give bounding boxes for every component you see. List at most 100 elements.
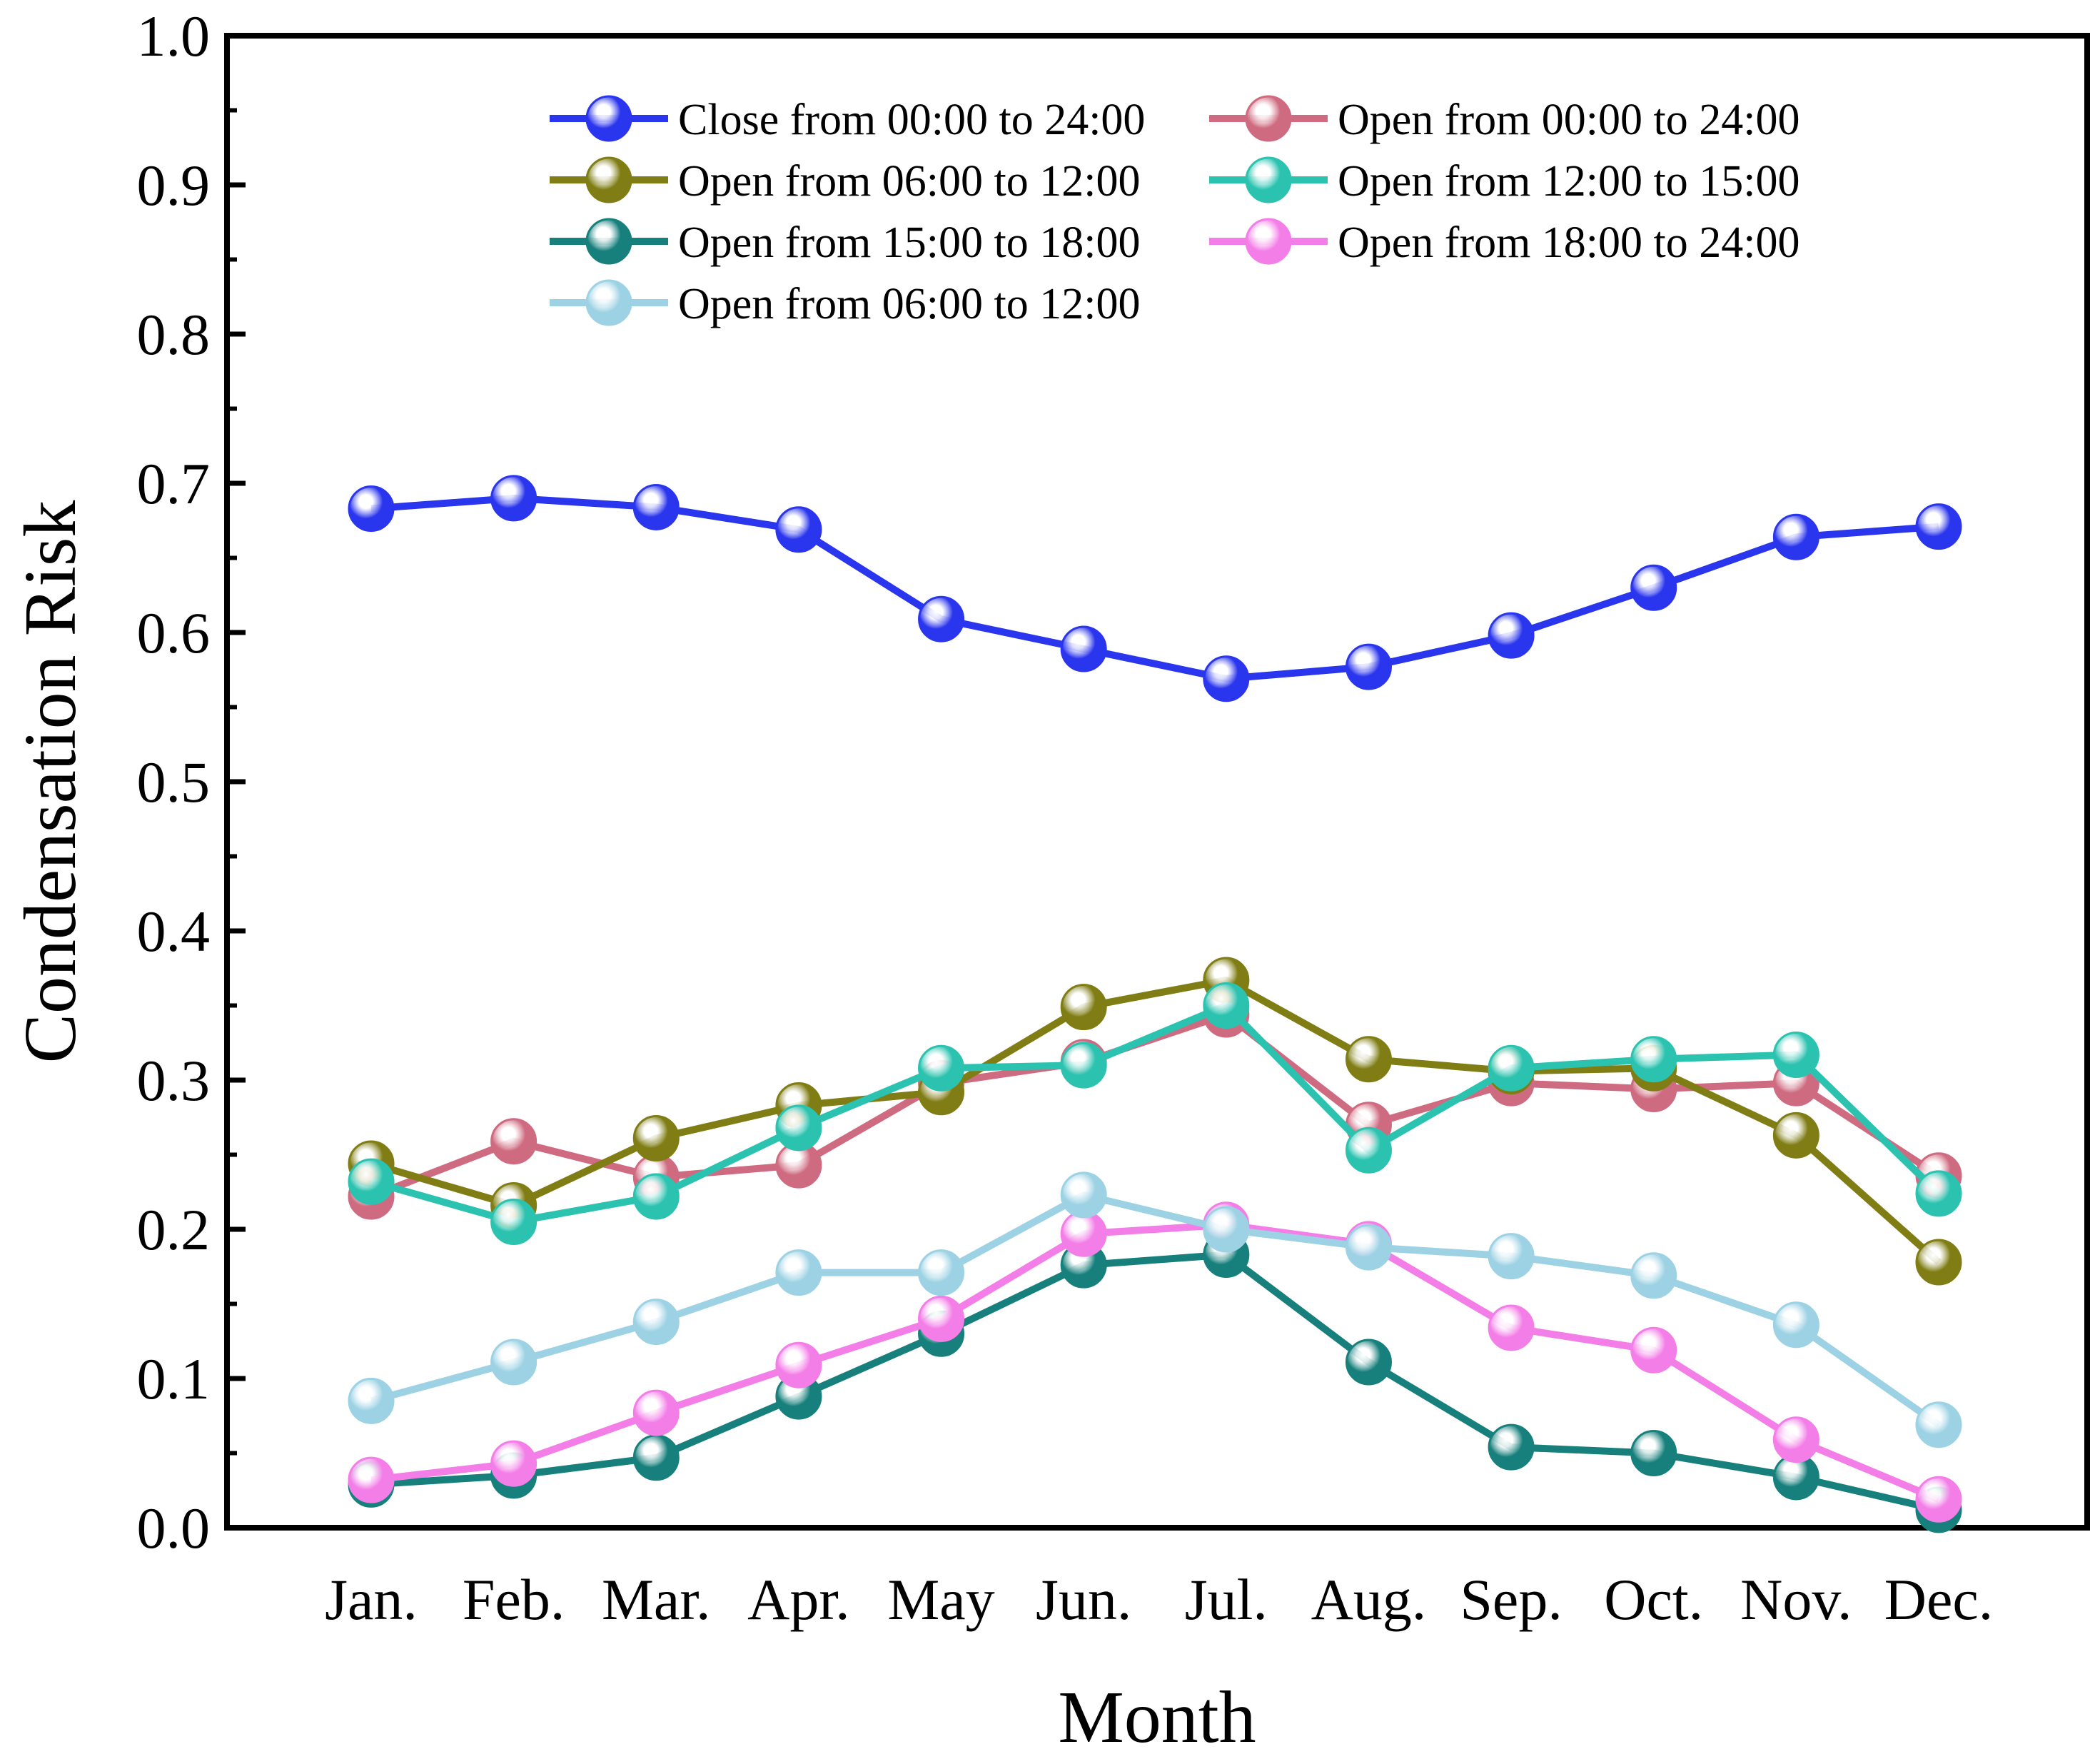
y-tick-label: 1.0: [137, 4, 211, 69]
legend-item: Open from 15:00 to 18:00: [550, 218, 1141, 267]
legend-item: Open from 12:00 to 15:00: [1209, 156, 1800, 206]
data-point: [1630, 1036, 1677, 1083]
series-line: [370, 1251, 1940, 1513]
data-point: [1772, 513, 1819, 560]
data-point: [775, 1341, 822, 1388]
data-point: [775, 506, 822, 553]
y-tick-label: 0.0: [137, 1496, 211, 1561]
y-tick-label: 0.2: [137, 1197, 211, 1262]
x-tick-label: Nov.: [1740, 1567, 1852, 1632]
series-line: [370, 1221, 1940, 1503]
data-point: [1915, 1476, 1962, 1523]
data-point: [632, 1389, 680, 1436]
data-point: [918, 595, 965, 642]
data-point: [1772, 1416, 1819, 1463]
y-tick-label: 0.4: [137, 899, 211, 964]
series-layer: [348, 475, 1962, 1533]
y-tick-label: 0.8: [137, 302, 211, 367]
data-point: [1488, 1304, 1535, 1351]
y-axis-title: Condensation Risk: [9, 500, 91, 1064]
y-tick-label: 0.6: [137, 600, 211, 665]
x-tick-label: Jun.: [1036, 1567, 1131, 1632]
data-point: [918, 1249, 965, 1296]
data-point: [1060, 1042, 1107, 1089]
data-point: [348, 1377, 395, 1424]
data-point: [1915, 1239, 1962, 1286]
data-point: [775, 1104, 822, 1151]
x-tick-label: Aug.: [1311, 1567, 1427, 1632]
series-7: [348, 1171, 1962, 1448]
y-tick-label: 0.3: [137, 1048, 211, 1113]
x-tick-label: Feb.: [463, 1567, 565, 1632]
legend-marker: [585, 279, 632, 326]
plot-frame: [224, 33, 2090, 1531]
data-point: [1772, 1112, 1819, 1159]
legend-item: Open from 06:00 to 12:00: [550, 279, 1141, 328]
legend-item: Open from 18:00 to 24:00: [1209, 218, 1800, 267]
series-line: [370, 976, 1942, 1265]
data-point: [1915, 1401, 1962, 1448]
legend-label: Open from 15:00 to 18:00: [678, 218, 1141, 267]
legend: Close from 00:00 to 24:00 Open from 00:00…: [550, 95, 1800, 328]
legend-marker: [1245, 218, 1292, 265]
legend-label: Open from 06:00 to 12:00: [678, 280, 1141, 328]
data-point: [1345, 1036, 1392, 1083]
data-point: [775, 1249, 822, 1296]
data-point: [1630, 1430, 1677, 1476]
data-point: [348, 1158, 395, 1205]
series-4: [348, 982, 1962, 1246]
data-point: [1630, 564, 1677, 611]
data-point: [1345, 1339, 1392, 1386]
legend-item: Open from 00:00 to 24:00: [1209, 95, 1800, 144]
data-point: [490, 1339, 537, 1386]
x-tick-label: Mar.: [602, 1567, 711, 1632]
y-tick-label: 0.9: [137, 153, 211, 218]
data-point: [1488, 1044, 1535, 1092]
data-point: [918, 1295, 965, 1342]
data-point: [1060, 625, 1107, 672]
series-3: [348, 957, 1962, 1286]
data-point: [1772, 1031, 1819, 1078]
legend-marker: [585, 218, 632, 265]
data-point: [490, 475, 537, 522]
data-point: [490, 1440, 537, 1487]
x-tick-label: Sep.: [1460, 1567, 1563, 1632]
data-point: [1203, 982, 1250, 1029]
data-point: [1488, 612, 1535, 659]
data-point: [1345, 643, 1392, 690]
series-5: [348, 1231, 1962, 1533]
y-tick-label: 0.5: [137, 750, 211, 815]
series-line: [370, 1011, 1941, 1200]
data-point: [1772, 1301, 1819, 1349]
series-line: [370, 1191, 1941, 1428]
legend-label: Open from 00:00 to 24:00: [1338, 96, 1800, 144]
data-point: [490, 1199, 537, 1246]
data-point: [1060, 1210, 1107, 1257]
legend-item: Close from 00:00 to 24:00: [550, 95, 1145, 144]
legend-marker: [585, 156, 632, 203]
data-point: [1060, 984, 1107, 1031]
data-point: [1345, 1224, 1392, 1271]
data-point: [1203, 1206, 1250, 1253]
legend-label: Open from 18:00 to 24:00: [1338, 218, 1800, 267]
legend-item: Open from 06:00 to 12:00: [550, 156, 1141, 206]
data-point: [1488, 1233, 1535, 1280]
x-tick-label: Oct.: [1604, 1567, 1703, 1632]
data-point: [1915, 503, 1962, 550]
y-tick-label: 0.1: [137, 1346, 211, 1411]
series-line: [370, 494, 1939, 682]
x-tick-label: Apr.: [747, 1567, 850, 1632]
data-point: [632, 483, 680, 530]
data-point: [632, 1115, 680, 1162]
x-tick-label: May: [887, 1567, 994, 1632]
series-6: [348, 1201, 1962, 1523]
legend-marker: [1245, 95, 1292, 142]
x-axis: Jan. Feb. Mar. Apr. May Jun. Jul. Aug. Sep. Oct. N…: [325, 1567, 1993, 1632]
y-axis: 0.0 0.1 0.2 0.3 0.4 0.5 0.6 0.7 0.8 0.9 1.0: [137, 4, 246, 1561]
x-axis-title: Month: [1058, 1676, 1256, 1758]
data-point: [1345, 1127, 1392, 1174]
legend-label: Open from 06:00 to 12:00: [678, 157, 1141, 206]
legend-label: Close from 00:00 to 24:00: [678, 96, 1145, 144]
